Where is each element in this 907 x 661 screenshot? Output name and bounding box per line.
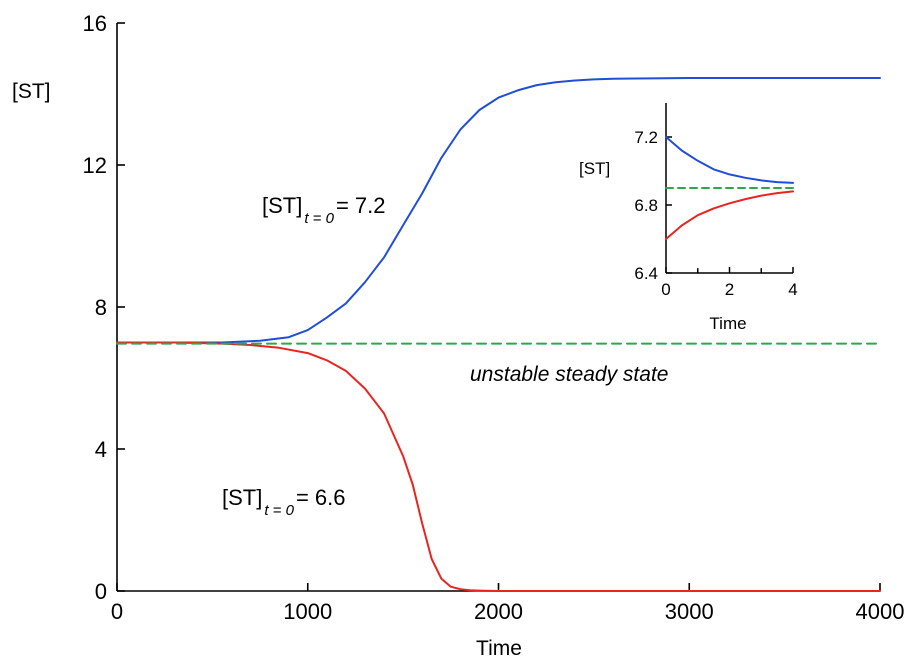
inset-series-group: [665, 136, 794, 240]
lower-annotation-subscript: t = 0: [264, 502, 294, 519]
x-tick-label: 0: [111, 599, 123, 624]
upper-annotation: [ST]t = 0= 7.2: [262, 193, 386, 227]
upper-annotation-value: = 7.2: [336, 193, 386, 218]
y-tick-label: 12: [83, 153, 107, 178]
y-tick-label: 8: [95, 295, 107, 320]
steady-state-annotation: unstable steady state: [470, 363, 668, 386]
x-tick-label: 3000: [665, 599, 714, 624]
inset-y-axis-title: [ST]: [579, 159, 610, 178]
upper-annotation-subscript: t = 0: [304, 210, 334, 227]
y-axis-title: [ST]: [12, 80, 51, 103]
lower-annotation-value: = 6.6: [296, 485, 346, 510]
inset-x-tick-label: 4: [788, 280, 797, 299]
inset-x-axis-title: Time: [709, 314, 746, 333]
inset-y-tick-label: 7.2: [634, 128, 658, 147]
main-axes: 0 1000 2000 3000 4000 0 4 8 12 16: [83, 11, 905, 624]
x-tick-label: 1000: [283, 599, 332, 624]
y-tick-label: 0: [95, 579, 107, 604]
inset-lower-series-line: [665, 190, 794, 240]
y-tick-label: 4: [95, 437, 107, 462]
x-axis-title: Time: [476, 637, 522, 660]
upper-annotation-label: [ST]: [262, 193, 302, 218]
lower-series-line: [116, 341, 881, 592]
inset-upper-series-line: [665, 136, 794, 184]
x-tick-label: 2000: [474, 599, 523, 624]
lower-annotation-label: [ST]: [222, 485, 262, 510]
inset-x-tick-label: 0: [661, 280, 670, 299]
inset-y-tick-label: 6.8: [634, 196, 658, 215]
upper-series-line: [116, 77, 881, 344]
main-series-group: [116, 77, 881, 592]
lower-annotation: [ST]t = 0= 6.6: [222, 485, 346, 519]
y-tick-label: 16: [83, 11, 107, 36]
x-tick-label: 4000: [856, 599, 905, 624]
inset-y-tick-label: 6.4: [634, 264, 658, 283]
inset-axes: 0 2 4 6.4 6.8 7.2: [634, 103, 798, 299]
inset-x-tick-label: 2: [725, 280, 734, 299]
